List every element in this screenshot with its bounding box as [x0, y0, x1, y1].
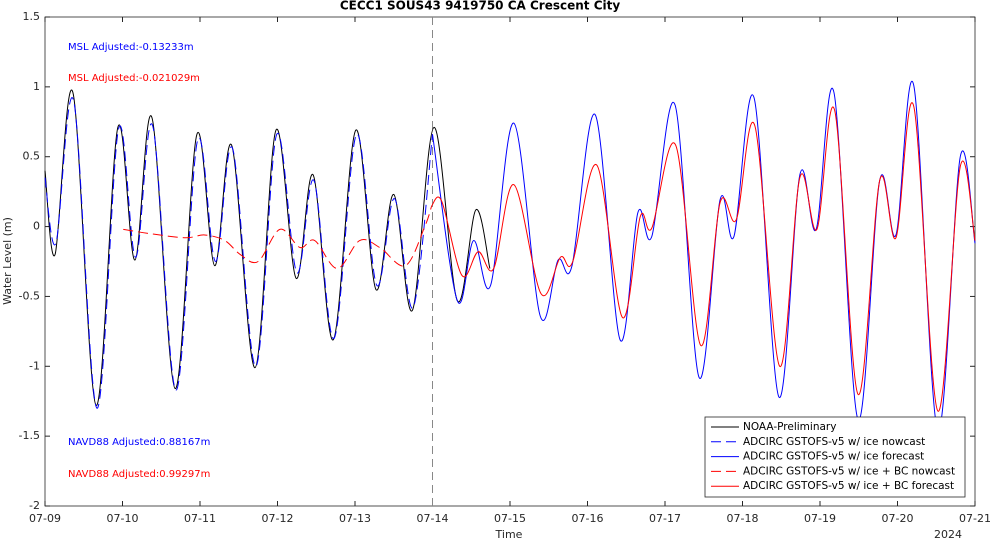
x-tick-label: 07-20 [882, 512, 914, 525]
x-axis-label: Time [495, 528, 523, 541]
y-tick-label: 0 [33, 220, 40, 233]
legend-label: ADCIRC GSTOFS-v5 w/ ice + BC nowcast [743, 465, 955, 477]
series-line [432, 80, 976, 432]
series-line [431, 102, 976, 412]
annotation: NAVD88 Adjusted:0.88167m [68, 437, 210, 448]
annotation: MSL Adjusted:-0.021029m [68, 73, 200, 84]
y-tick-label: -1.5 [19, 429, 40, 442]
x-tick-label: 07-14 [417, 512, 449, 525]
x-tick-label: 07-11 [184, 512, 216, 525]
y-tick-label: -2 [29, 499, 40, 512]
x-tick-label: 07-09 [29, 512, 61, 525]
x-tick-label: 07-21 [959, 512, 991, 525]
x-tick-label: 07-13 [339, 512, 371, 525]
x-tick-label: 07-15 [494, 512, 526, 525]
x-tick-label: 07-19 [804, 512, 836, 525]
x-tick-label: 07-12 [262, 512, 294, 525]
y-tick-label: 1 [33, 80, 40, 93]
series-line [44, 97, 433, 409]
x-tick-label: 07-10 [107, 512, 139, 525]
legend-label: NOAA-Preliminary [743, 421, 836, 433]
x-year-label: 2024 [934, 528, 962, 541]
legend-label: ADCIRC GSTOFS-v5 w/ ice + BC forecast [743, 480, 954, 492]
y-tick-label: 1.5 [23, 10, 41, 23]
legend-label: ADCIRC GSTOFS-v5 w/ ice nowcast [743, 436, 925, 448]
chart-title: CECC1 SOUS43 9419750 CA Crescent City [340, 0, 621, 13]
annotation: NAVD88 Adjusted:0.99297m [68, 469, 210, 480]
legend-label: ADCIRC GSTOFS-v5 w/ ice forecast [743, 451, 924, 463]
annotation: MSL Adjusted:-0.13233m [68, 42, 194, 53]
x-tick-label: 07-18 [727, 512, 759, 525]
y-tick-label: -0.5 [19, 289, 40, 302]
legend-box [704, 416, 966, 498]
y-tick-label: -1 [29, 359, 40, 372]
series-line [44, 89, 491, 406]
x-tick-label: 07-16 [572, 512, 604, 525]
x-tick-label: 07-17 [649, 512, 681, 525]
y-axis-label: Water Level (m) [1, 217, 14, 305]
series-line [123, 205, 433, 269]
y-tick-label: 0.5 [23, 150, 41, 163]
